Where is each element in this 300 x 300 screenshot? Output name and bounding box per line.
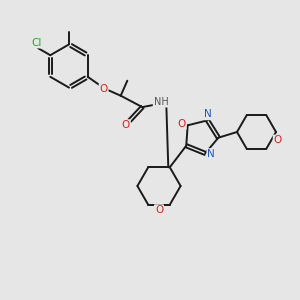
Text: NH: NH — [154, 97, 168, 107]
Text: O: O — [122, 120, 130, 130]
Text: N: N — [204, 110, 212, 119]
Text: O: O — [155, 205, 163, 215]
Text: N: N — [207, 149, 215, 159]
Text: Cl: Cl — [31, 38, 41, 48]
Text: O: O — [100, 84, 108, 94]
Text: O: O — [274, 135, 282, 146]
Text: O: O — [178, 119, 186, 129]
